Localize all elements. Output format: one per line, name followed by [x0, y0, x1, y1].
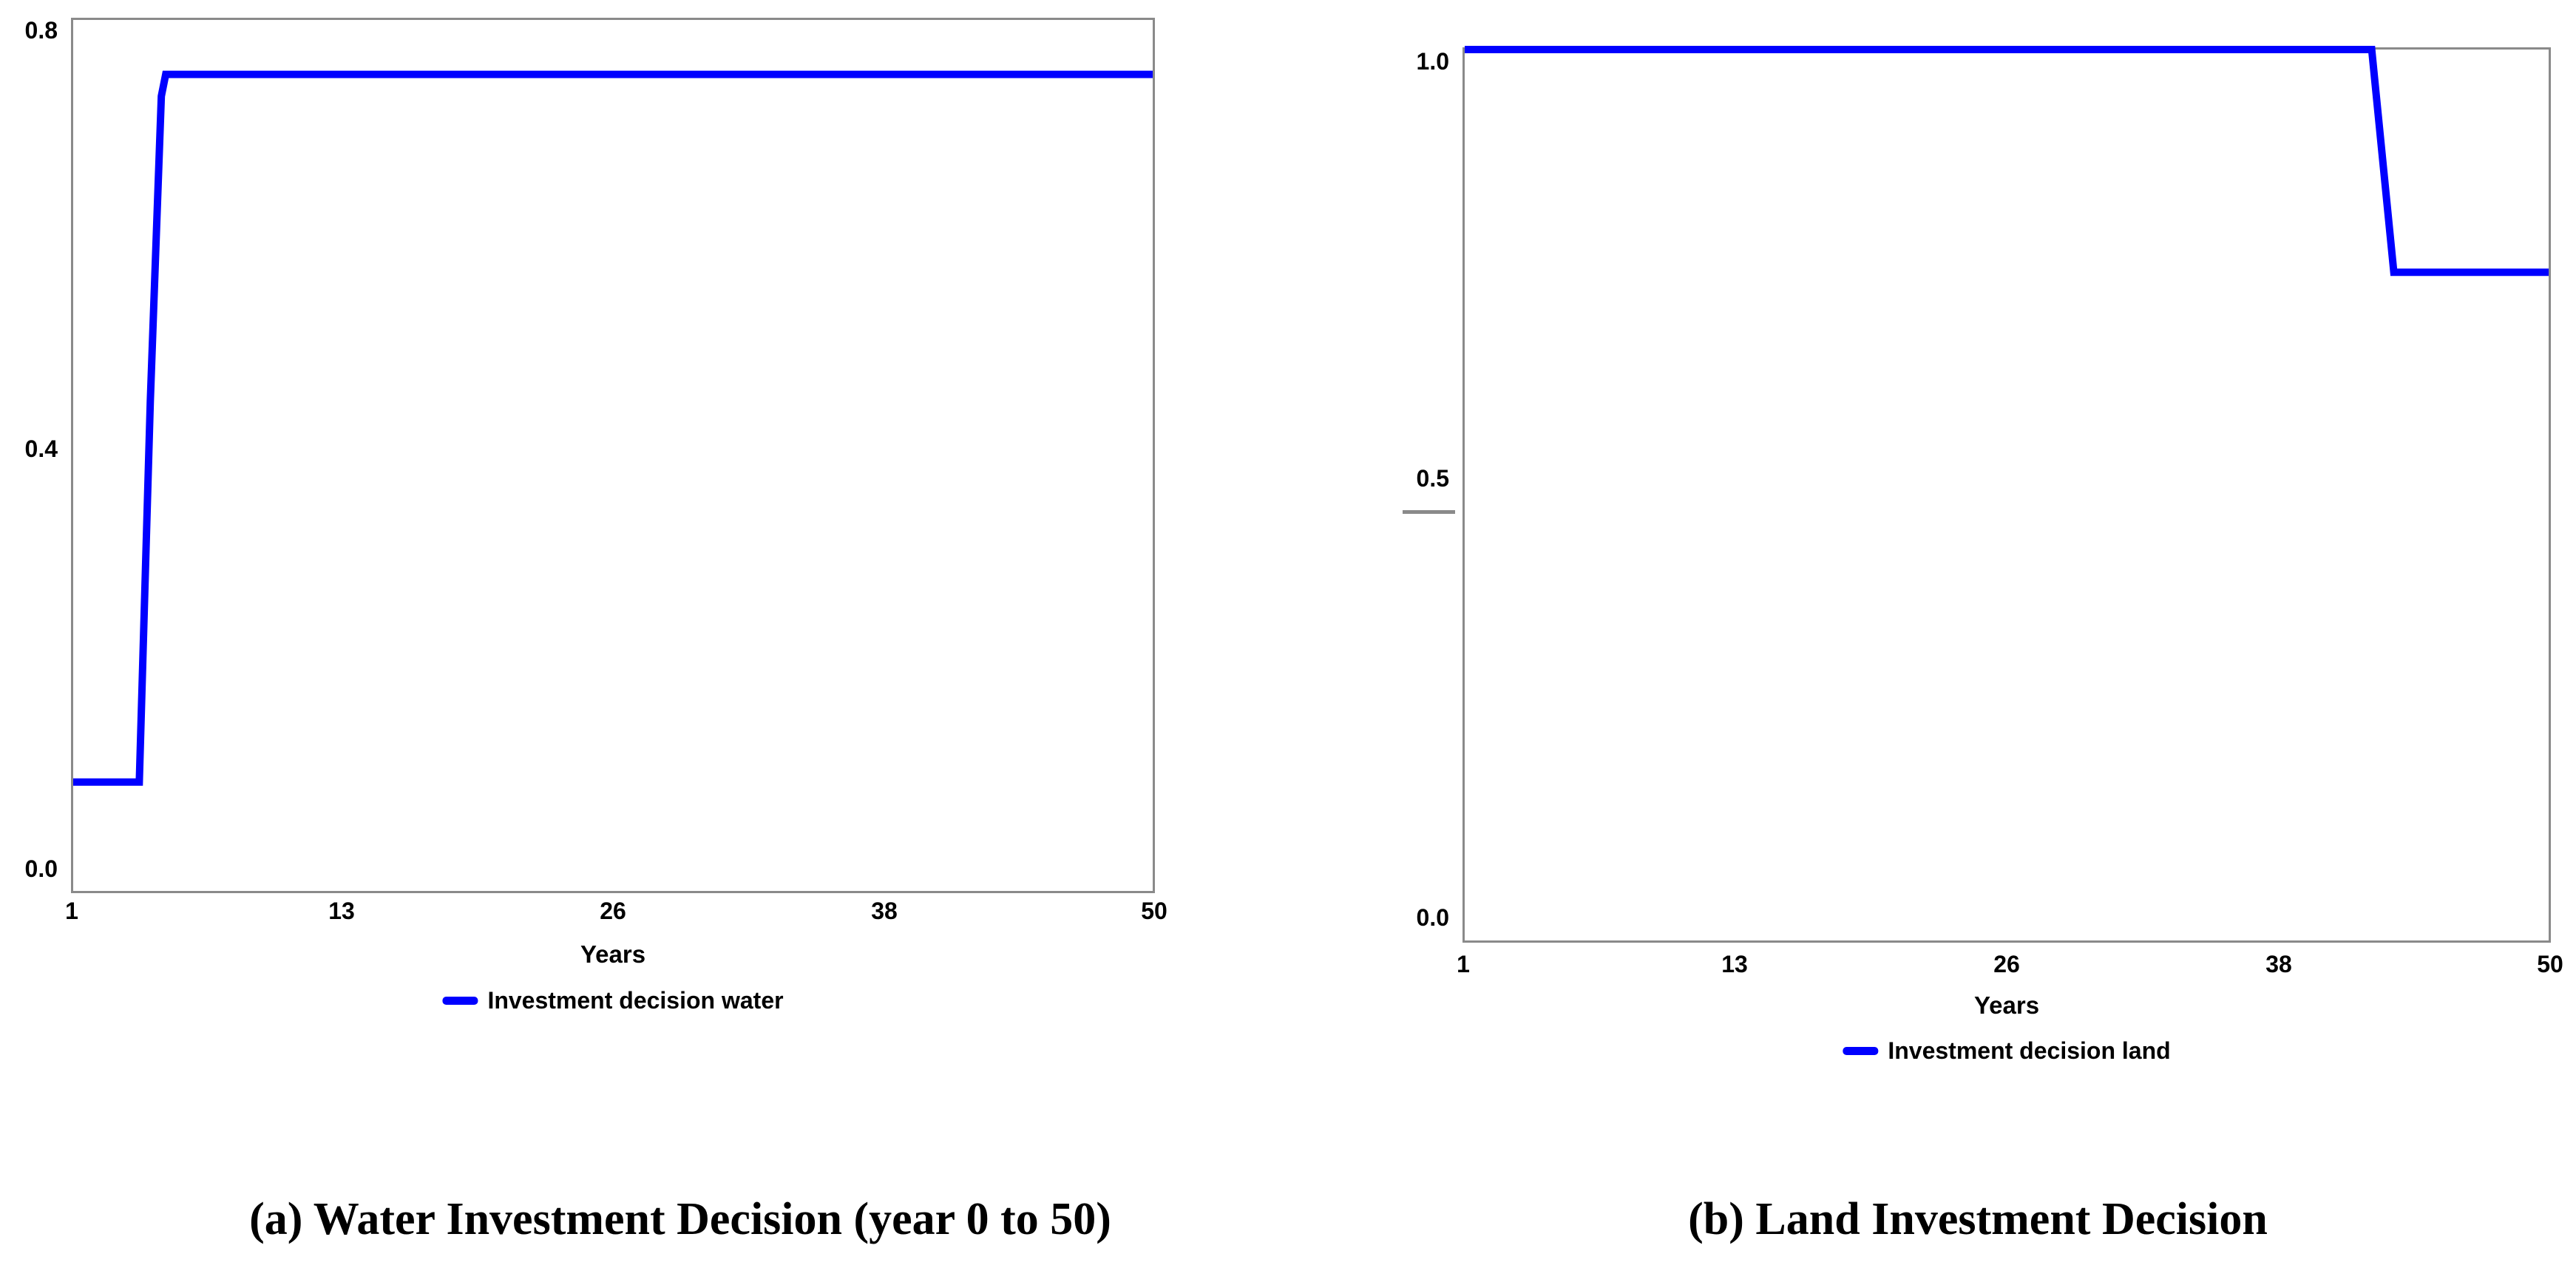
water-xtick-50: 50: [1141, 898, 1167, 924]
land-ytick-middle: 0.5: [1416, 465, 1449, 492]
water-xaxis-title: Years: [580, 940, 646, 968]
land-legend-line-swatch: [1843, 1046, 1879, 1055]
land-ytick-middle-dash: [1403, 510, 1455, 514]
water-xtick-1: 1: [65, 898, 78, 924]
land-xtick-50: 50: [2537, 951, 2563, 977]
land-ytick-bottom: 0.0: [1416, 904, 1449, 931]
water-legend: Investment decision water: [442, 986, 784, 1014]
water-xtick-26: 26: [600, 898, 626, 924]
land-series-line: [1465, 46, 2549, 277]
land-chart-plot-area: [1462, 46, 2551, 943]
land-legend: Investment decision land: [1843, 1037, 2171, 1065]
water-legend-label: Investment decision water: [487, 987, 784, 1014]
water-legend-line-swatch: [442, 996, 478, 1005]
land-xtick-13: 13: [1721, 951, 1748, 977]
land-xtick-1: 1: [1457, 951, 1470, 977]
water-ytick-bottom: 0.0: [24, 855, 58, 882]
water-ytick-top: 0.8: [24, 17, 58, 44]
land-ytick-top: 1.0: [1416, 48, 1449, 75]
water-chart-plot-area: [71, 18, 1155, 893]
land-xtick-38: 38: [2265, 951, 2292, 977]
water-series-line: [73, 70, 1153, 786]
water-xtick-38: 38: [871, 898, 898, 924]
land-legend-label: Investment decision land: [1888, 1037, 2171, 1064]
land-xaxis-title: Years: [1973, 991, 2040, 1019]
water-xtick-13: 13: [328, 898, 355, 924]
water-ytick-middle: 0.4: [24, 435, 58, 462]
water-chart-caption: (a) Water Investment Decision (year 0 to…: [249, 1194, 1111, 1244]
land-xtick-26: 26: [1993, 951, 2020, 977]
land-chart-caption: (b) Land Investment Decision: [1688, 1194, 2268, 1244]
